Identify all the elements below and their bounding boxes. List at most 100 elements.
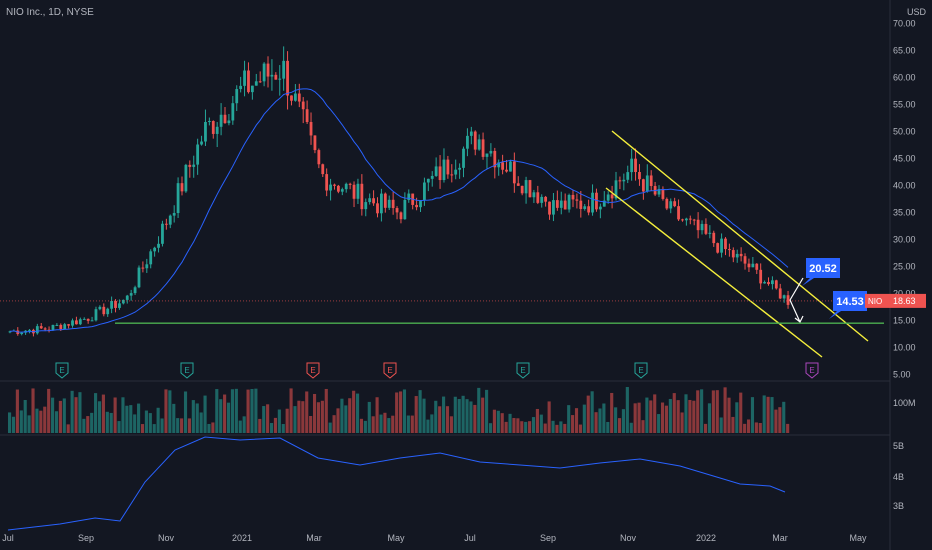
candle-body [90,320,94,322]
volume-bar [187,418,191,433]
candle-body [544,196,548,202]
candle-body [771,280,774,285]
indicator-axis-label: 5B [893,441,904,451]
candle-body [767,282,770,285]
volume-bar [653,394,657,433]
candle-body [618,180,622,182]
candle-body [321,164,325,175]
volume-bar [387,418,391,433]
volume-bar [516,418,520,433]
candle-body [407,193,411,200]
candle-body [595,192,598,210]
candle-body [630,158,634,173]
candle-body [239,85,243,90]
volume-bar [97,401,102,433]
candle-body [372,198,375,204]
volume-bar [469,401,473,433]
volume-bar [492,409,496,433]
volume-bar [254,388,258,433]
volume-bar [696,390,700,433]
candle-body [665,198,669,209]
volume-bar [191,400,195,433]
candle-body [469,131,473,136]
volume-group [8,387,790,433]
arrow-up [789,277,804,301]
volume-bar [703,423,708,433]
volume-bar [524,421,528,433]
x-axis-label: 2021 [232,533,252,543]
volume-bar [391,415,395,433]
candle-body [325,174,329,191]
candle-body [8,331,12,333]
volume-bar [438,406,442,433]
price-tick-label: 20.00 [893,289,916,299]
candle-body [559,200,563,208]
candle-body [297,93,301,102]
volume-bar [219,399,223,433]
candle-body [505,169,508,172]
earnings-marker-bg [55,362,69,379]
volume-bar [309,415,313,433]
candle-body [348,183,352,185]
volume-bar [473,404,477,433]
volume-bar [395,392,399,433]
volume-bar [657,414,661,433]
earnings-marker: E [387,366,392,375]
volume-bar [766,396,770,433]
candle-body [35,326,39,334]
volume-bar [750,397,755,433]
volume-bar [301,401,305,433]
candle-body [125,295,129,300]
earnings-marker: E [59,366,64,375]
volume-bar [668,398,672,433]
candle-body [731,250,735,258]
candle-body [634,158,637,173]
x-axis-label: Nov [620,533,637,543]
candle-body [137,267,141,288]
volume-bar [500,413,504,433]
candle-body [333,184,336,186]
volume-bar [481,397,485,433]
volume-bar [625,387,629,433]
volume-bar [199,412,203,433]
candle-body [536,192,540,203]
volume-bar [672,393,676,433]
candle-body [215,126,219,134]
last-price-value-bg [890,293,926,308]
candle-body [591,192,594,213]
price-tick-label: 30.00 [893,235,916,245]
candle-body [188,164,192,167]
candle-body [141,267,145,269]
volume-bar [113,397,117,433]
price-tick-label: 15.00 [893,316,916,326]
volume-bar [770,397,774,433]
last-price-value: 18.63 [893,296,916,306]
indicator-line [7,436,786,531]
candle-body [485,153,489,157]
x-axis-label: 2022 [696,533,716,543]
candle-body [426,178,430,183]
volume-bar [148,413,152,433]
volume-bar [8,412,12,433]
candle-body [391,199,395,209]
candle-body [43,328,47,330]
candle-body [641,179,645,192]
volume-bar [457,399,461,433]
volume-bar [399,391,403,433]
volume-bar [359,418,364,433]
candle-body [71,320,74,326]
candle-body [329,184,332,191]
candle-body [442,159,446,181]
volume-bar [778,407,782,433]
candle-body [28,329,31,331]
volume-bar [144,410,148,433]
candle-body [78,319,82,325]
volume-bar [203,395,207,433]
candle-body [727,249,731,251]
volume-bar [363,420,367,433]
volume-bar [614,407,618,433]
volume-bar [617,418,622,433]
volume-bar [140,424,145,433]
volume-bar [488,423,493,433]
